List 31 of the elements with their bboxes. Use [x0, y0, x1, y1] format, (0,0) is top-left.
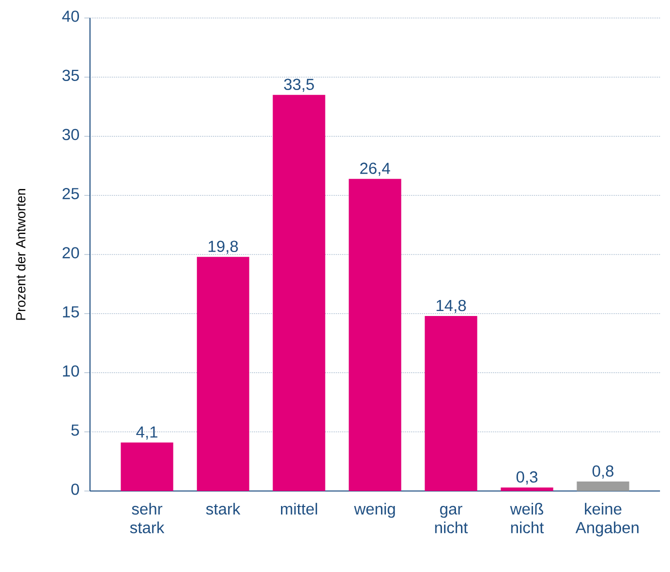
y-tick-label: 0: [71, 484, 79, 495]
x-tick-label: weiß nicht: [510, 502, 544, 534]
y-tick-label: 35: [62, 70, 79, 82]
bar: [348, 178, 402, 492]
data-label: 33,5: [284, 78, 314, 92]
data-label: 26,4: [360, 162, 390, 176]
y-tick-label: 10: [63, 365, 79, 377]
x-tick-label: stark: [206, 502, 240, 515]
x-tick-label: sehr stark: [130, 502, 164, 534]
y-tick-label: 30: [62, 128, 79, 140]
data-label: 0,3: [516, 471, 538, 485]
x-tick-label: keine Angaben: [576, 502, 639, 536]
bar: [272, 94, 326, 492]
bar: [196, 256, 250, 492]
data-label: 19,8: [208, 240, 238, 254]
y-tick-label: 25: [62, 188, 79, 200]
bar: [576, 482, 630, 492]
y-tick-label: 40: [62, 10, 79, 22]
data-label: 4,1: [136, 426, 158, 440]
y-tick-label: 5: [71, 424, 79, 436]
y-tick-label: 15: [63, 306, 79, 318]
x-tick-label: wenig: [354, 502, 395, 518]
y-tick-label: 20: [62, 247, 79, 258]
bar: [424, 316, 478, 492]
data-label: 0,8: [592, 465, 614, 479]
y-axis-title: Prozent der Antworten: [16, 189, 26, 320]
bar: [500, 487, 554, 492]
x-tick-label: mittel: [280, 502, 318, 515]
data-label: 14,8: [436, 300, 466, 314]
bar: [120, 442, 174, 492]
x-tick-label: gar nicht: [435, 506, 468, 534]
